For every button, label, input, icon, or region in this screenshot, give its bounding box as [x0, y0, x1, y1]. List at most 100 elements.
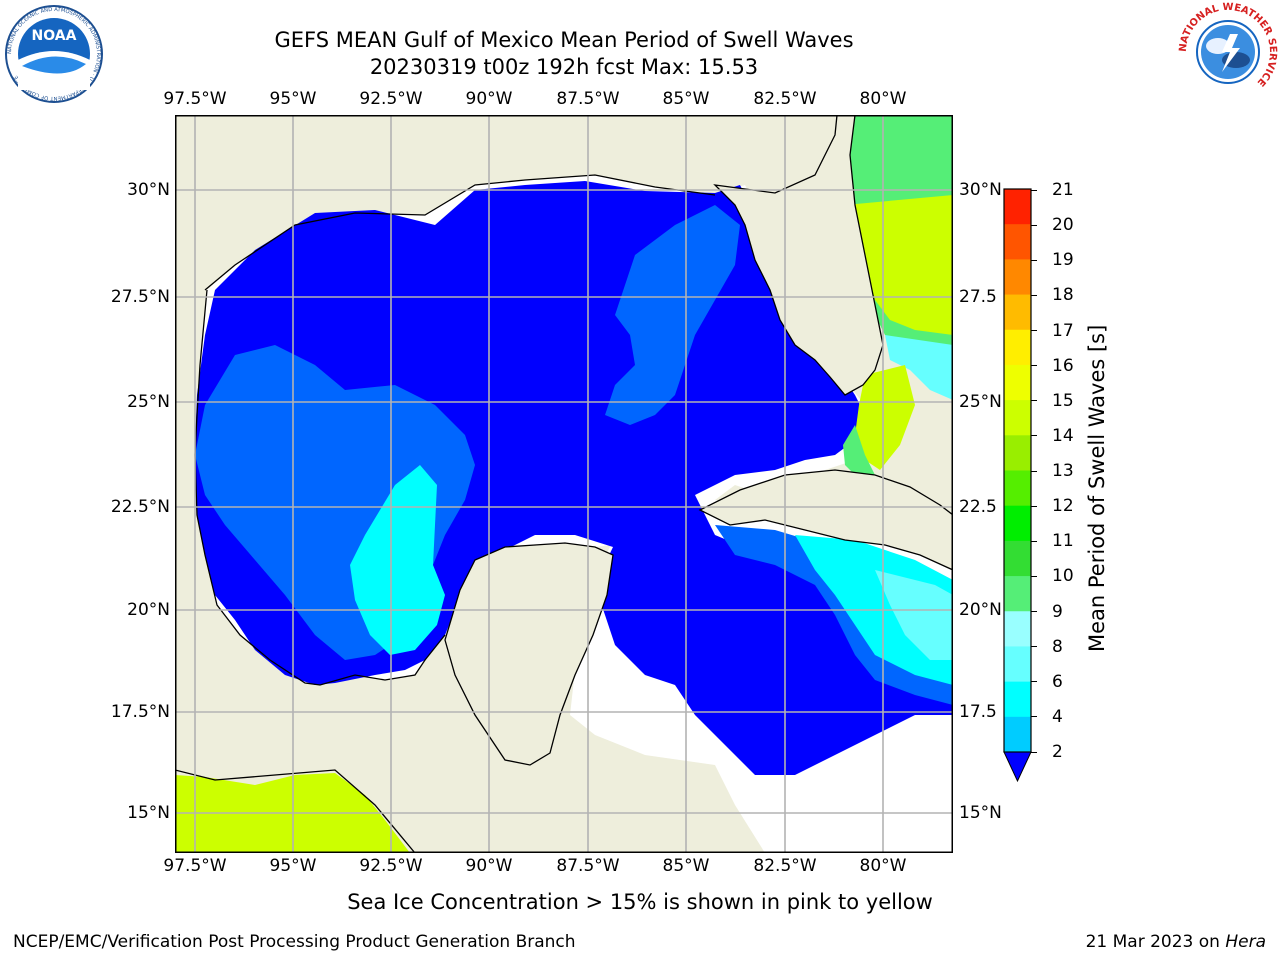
footer-date: 21 Mar 2023 on Hera: [1086, 932, 1266, 952]
colorbar-bin: [1004, 294, 1031, 331]
colorbar-bin: [1004, 681, 1031, 718]
nws-logo-icon: NATIONAL WEATHER SERVICE: [1178, 2, 1278, 100]
colorbar-tick-label: 21: [1052, 180, 1074, 200]
colorbar-tick-mark: [1031, 611, 1037, 612]
lat-tick-label: 17.5: [959, 702, 997, 722]
colorbar-tick-label: 11: [1052, 531, 1074, 552]
colorbar-tick-mark: [1031, 189, 1037, 191]
colorbar-bin: [1004, 400, 1031, 436]
colorbar-tick-mark: [1031, 224, 1037, 226]
colorbar-tick-label: 16: [1052, 355, 1074, 376]
lon-tick-label: 87.5°W: [556, 89, 620, 109]
colorbar-bin: [1004, 329, 1031, 366]
noaa-text: NOAA: [32, 28, 77, 44]
lon-tick-label: 90°W: [465, 856, 513, 876]
lat-tick-label: 25°N: [959, 392, 1002, 412]
colorbar-tick-label: 18: [1052, 285, 1074, 306]
colorbar-bin: [1004, 646, 1031, 683]
swell-region-cyan-gulf: [350, 465, 445, 655]
colorbar: [1003, 188, 1032, 783]
colorbar-tick-label: 12: [1052, 496, 1074, 517]
lat-tick-label: 25°N: [127, 392, 170, 412]
colorbar-extend-arrow: [1003, 751, 1032, 783]
colorbar-tick-label: 20: [1052, 215, 1074, 236]
colorbar-bin: [1004, 611, 1031, 647]
lat-tick-label: 20°N: [127, 600, 170, 620]
lon-tick-label: 92.5°W: [359, 89, 423, 109]
lat-tick-label: 27.5°N: [110, 287, 170, 307]
colorbar-tick-label: 13: [1052, 461, 1074, 481]
colorbar-bin: [1004, 435, 1031, 471]
colorbar-tick-label: 4: [1052, 706, 1063, 727]
colorbar-tick-mark: [1031, 646, 1037, 648]
coastline: [194, 174, 716, 686]
colorbar-tick-mark: [1031, 751, 1037, 753]
lon-tick-label: 82.5°W: [753, 89, 817, 109]
lon-tick-label: 85°W: [662, 856, 710, 876]
footer-credit: NCEP/EMC/Verification Post Processing Pr…: [13, 932, 576, 952]
colorbar-bin: [1004, 576, 1031, 612]
colorbar-tick-label: 2: [1052, 742, 1063, 762]
colorbar-label: Mean Period of Swell Waves [s]: [1085, 324, 1109, 652]
colorbar-tick-label: 14: [1052, 425, 1074, 446]
colorbar-tick-label: 19: [1052, 250, 1074, 271]
colorbar-bin: [1004, 540, 1031, 577]
map-panel: [175, 115, 953, 853]
colorbar-bin: [1004, 716, 1031, 753]
colorbar-tick-label: 8: [1052, 636, 1063, 657]
chart-title: GEFS MEAN Gulf of Mexico Mean Period of …: [274, 28, 854, 52]
colorbar-tick-mark: [1031, 400, 1037, 402]
lat-tick-label: 17.5°N: [110, 702, 170, 722]
colorbar-tick-mark: [1031, 330, 1037, 331]
map-border: [175, 115, 953, 853]
colorbar-tick-mark: [1031, 294, 1037, 296]
colorbar-tick-mark: [1031, 505, 1037, 507]
lon-tick-label: 82.5°W: [753, 856, 817, 876]
colorbar-tick-mark: [1031, 681, 1037, 683]
lon-tick-label: 87.5°W: [556, 856, 620, 876]
lat-tick-label: 22.5°N: [110, 497, 170, 517]
lat-tick-label: 22.5: [959, 497, 997, 517]
swell-region-blue-east: [605, 205, 740, 425]
colorbar-bin: [1004, 364, 1031, 401]
colorbar-tick-mark: [1031, 365, 1037, 367]
lon-tick-label: 80°W: [859, 856, 907, 876]
colorbar-tick-label: 10: [1052, 566, 1074, 587]
colorbar-bin: [1004, 259, 1031, 296]
noaa-logo-icon: NATIONAL OCEANIC AND ATMOSPHERIC ADMINIS…: [5, 5, 103, 103]
sea-ice-note: Sea Ice Concentration > 15% is shown in …: [347, 890, 933, 914]
swell-region-florida-keys-green: [843, 425, 875, 480]
colorbar-tick-mark: [1031, 259, 1037, 261]
lat-tick-label: 15°N: [959, 803, 1002, 823]
lat-tick-label: 30°N: [959, 180, 1002, 200]
lon-tick-label: 80°W: [859, 89, 907, 109]
swell-region-atlantic-yellow: [845, 195, 953, 335]
lon-tick-label: 97.5°W: [163, 856, 227, 876]
colorbar-bin: [1004, 224, 1031, 260]
land-florida: [713, 115, 884, 396]
lat-tick-label: 27.5: [959, 287, 997, 307]
colorbar-tick-mark: [1031, 575, 1037, 577]
chart-subtitle: 20230319 t00z 192h fcst Max: 15.53: [369, 55, 759, 79]
lat-tick-label: 20°N: [959, 600, 1002, 620]
lon-tick-label: 85°W: [662, 89, 710, 109]
colorbar-tick-mark: [1031, 470, 1037, 472]
colorbar-tick-label: 6: [1052, 671, 1063, 692]
lon-tick-label: 95°W: [269, 856, 317, 876]
colorbar-tick-mark: [1031, 540, 1037, 542]
colorbar-tick-label: 15: [1052, 390, 1074, 411]
lon-tick-label: 90°W: [465, 89, 513, 109]
swell-region-atlantic-cyan: [885, 335, 953, 400]
colorbar-tick-mark: [1031, 716, 1037, 718]
footer-date-text: 21 Mar 2023 on: [1085, 932, 1226, 952]
lon-tick-label: 95°W: [269, 89, 317, 109]
lon-tick-label: 92.5°W: [359, 856, 423, 876]
land-yucatan: [444, 542, 614, 766]
footer-host: Hera: [1225, 932, 1266, 952]
colorbar-bin: [1004, 470, 1031, 507]
swell-region-light-cyan: [875, 570, 953, 660]
swell-region-florida-keys: [855, 365, 915, 470]
graticule: [175, 115, 953, 853]
colorbar-tick-mark: [1031, 435, 1037, 437]
colorbar-tick-label: 9: [1052, 601, 1063, 622]
